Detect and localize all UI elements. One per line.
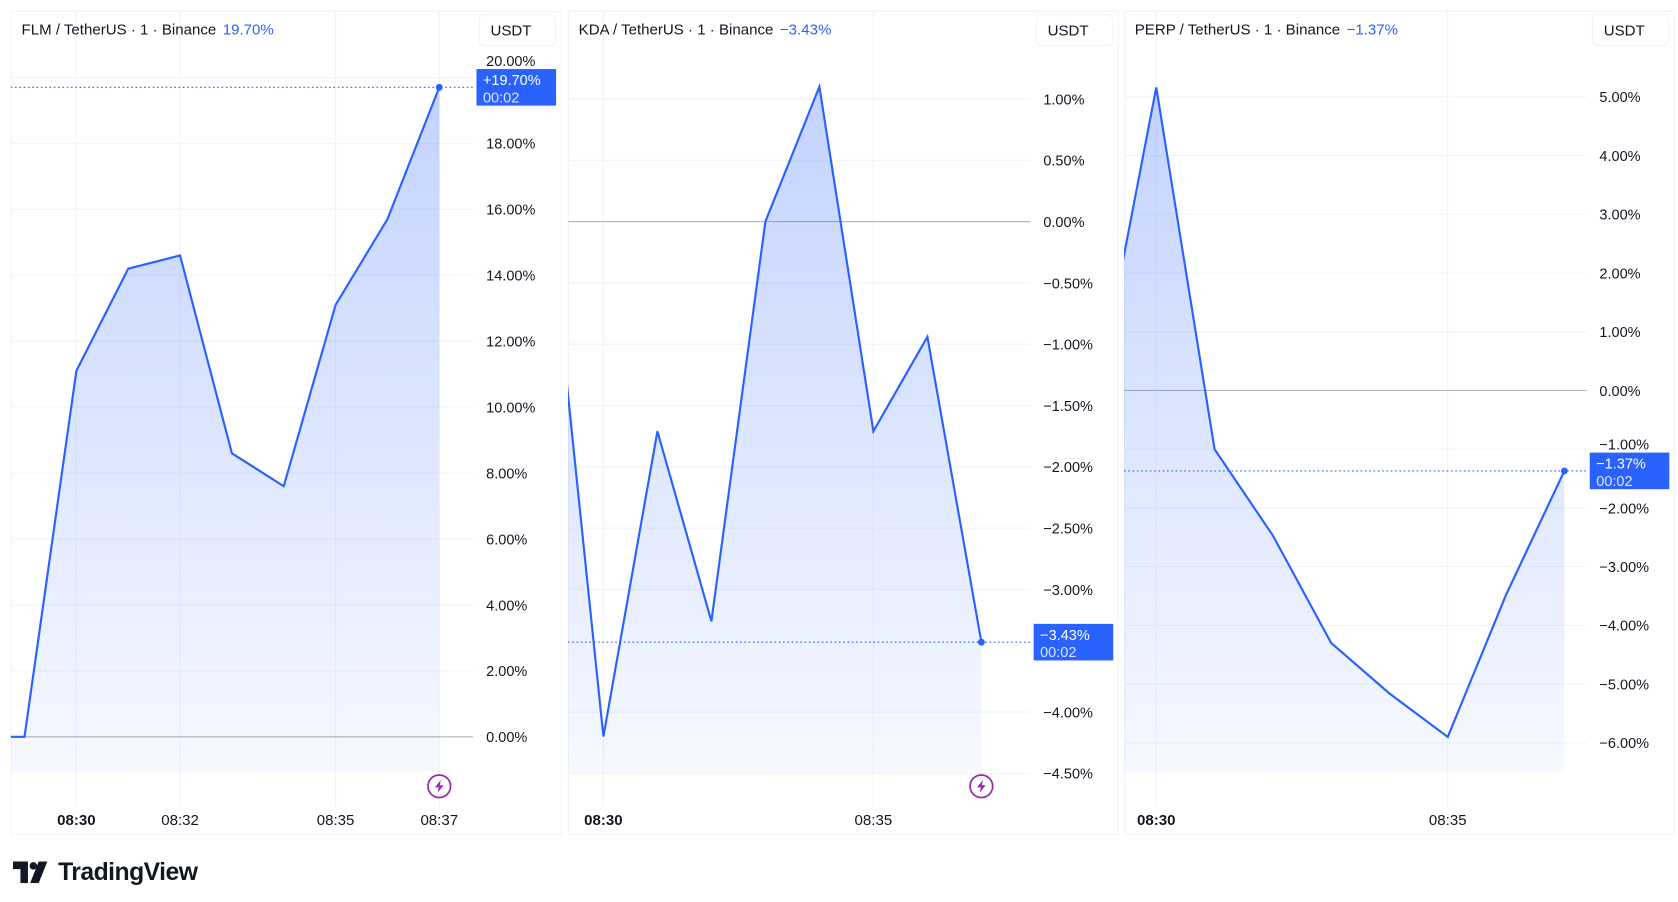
last-price-label: −3.43%00:02 xyxy=(1033,623,1114,661)
y-axis-label: −4.00% xyxy=(1043,705,1093,721)
y-axis-label: 0.00% xyxy=(1599,384,1640,400)
x-axis-label: 08:30 xyxy=(584,812,622,829)
countdown-timer: 00:02 xyxy=(483,90,519,106)
y-axis-label: 1.00% xyxy=(1599,325,1640,341)
symbol-title: PERP / TetherUS · 1 · Binance xyxy=(1134,20,1341,38)
tradingview-logo[interactable]: TradingView xyxy=(12,857,198,886)
last-price-value: +19.70% xyxy=(483,73,541,89)
last-price-label: +19.70%00:02 xyxy=(476,69,557,106)
tradingview-logo-icon xyxy=(12,861,48,883)
change-percent: −1.37% xyxy=(1346,20,1399,38)
currency-button[interactable]: USDT xyxy=(1591,13,1670,47)
y-axis-label: 0.00% xyxy=(486,730,527,746)
y-axis-label: 1.00% xyxy=(1043,92,1084,108)
y-axis-label: 5.00% xyxy=(1599,90,1640,106)
y-axis-label: −2.50% xyxy=(1043,521,1093,537)
y-axis-label: 4.00% xyxy=(1599,149,1640,165)
y-axis-label: −2.00% xyxy=(1599,501,1649,517)
countdown-timer: 00:02 xyxy=(1040,645,1076,661)
brand-name: TradingView xyxy=(58,857,198,886)
x-axis-label: 08:30 xyxy=(57,812,95,829)
y-axis-label: −6.00% xyxy=(1599,736,1649,752)
y-axis-label: −2.00% xyxy=(1043,460,1093,476)
x-axis-label: 08:35 xyxy=(855,812,893,829)
chart-canvas[interactable]: 1.00% 0.50% 0.00% −0.50% −1.00% −1.50% −2.00% −… xyxy=(567,10,1119,835)
change-percent: 19.70% xyxy=(222,20,274,38)
y-axis-label: 8.00% xyxy=(486,466,527,482)
series-line xyxy=(1124,87,1566,739)
y-axis-label: 20.00% xyxy=(486,54,535,70)
y-axis-label: 12.00% xyxy=(486,335,535,351)
x-axis-label: 08:35 xyxy=(1429,812,1467,829)
lightning-icon[interactable] xyxy=(427,774,452,799)
series-line xyxy=(567,82,983,737)
symbol-title: FLM / TetherUS · 1 · Binance xyxy=(21,20,217,38)
x-axis-label: 08:35 xyxy=(317,812,355,829)
y-axis-label: −4.50% xyxy=(1043,767,1093,783)
y-axis-label: 4.00% xyxy=(486,598,527,614)
y-axis-label: 2.00% xyxy=(1599,266,1640,282)
y-axis-label: −0.50% xyxy=(1043,276,1093,292)
y-axis-label: −5.00% xyxy=(1599,677,1649,693)
series-group xyxy=(567,82,983,773)
y-axis-label: −1.50% xyxy=(1043,399,1093,415)
y-axis-label: 10.00% xyxy=(486,400,535,416)
chart-panel-flm[interactable]: 20.00% 18.00% 16.00% 14.00% 12.00% 10.00% 8.00… xyxy=(10,10,562,835)
y-axis-label: 18.00% xyxy=(486,137,535,153)
last-price-label-bg xyxy=(1033,623,1114,661)
series-area xyxy=(1124,87,1565,773)
countdown-timer: 00:02 xyxy=(1596,474,1632,490)
last-price-value: −3.43% xyxy=(1040,628,1090,644)
chart-canvas[interactable]: 20.00% 18.00% 16.00% 14.00% 12.00% 10.00% 8.00… xyxy=(10,10,562,835)
lightning-glyph xyxy=(434,779,444,793)
y-axis-label: −3.00% xyxy=(1043,583,1093,599)
chart-panel-kda[interactable]: 1.00% 0.50% 0.00% −0.50% −1.00% −1.50% −2.00% −… xyxy=(567,10,1119,835)
y-axis-label: 0.00% xyxy=(1043,215,1084,231)
y-axis-label: 3.00% xyxy=(1599,208,1640,224)
chart-panel-perp[interactable]: 5.00% 4.00% 3.00% 2.00% 1.00% 0.00% −1.00% −2.0… xyxy=(1124,10,1675,835)
last-price-value: −1.37% xyxy=(1596,457,1646,473)
series-group xyxy=(1124,87,1566,773)
y-axis-label: −3.00% xyxy=(1599,560,1649,576)
last-price-label-bg xyxy=(1589,452,1670,490)
last-price-label: −1.37%00:02 xyxy=(1589,452,1670,490)
last-point-dot xyxy=(435,83,443,91)
y-axis-label: −4.00% xyxy=(1599,619,1649,635)
chart-header: FLM / TetherUS · 1 · Binance 19.70% xyxy=(22,20,274,37)
x-axis-label: 08:32 xyxy=(161,812,199,829)
y-axis-label: 6.00% xyxy=(486,532,527,548)
chart-header: KDA / TetherUS · 1 · Binance −3.43% xyxy=(579,20,832,37)
series-line xyxy=(10,86,441,738)
y-axis-label: 0.50% xyxy=(1043,154,1084,170)
series-group xyxy=(10,86,441,773)
chart-header: PERP / TetherUS · 1 · Binance −1.37% xyxy=(1135,20,1398,37)
y-axis-label: 14.00% xyxy=(486,269,535,285)
last-price-label-bg xyxy=(476,69,557,106)
symbol-title: KDA / TetherUS · 1 · Binance xyxy=(578,20,774,38)
currency-button[interactable]: USDT xyxy=(1035,13,1114,47)
last-point-dot xyxy=(1560,467,1568,475)
y-axis-label: −1.00% xyxy=(1043,338,1093,354)
lightning-icon[interactable] xyxy=(969,774,994,799)
series-area xyxy=(567,86,982,773)
last-point-dot xyxy=(977,638,985,646)
x-axis-label: 08:30 xyxy=(1137,812,1175,829)
x-axis-label: 08:37 xyxy=(420,812,458,829)
y-axis-label: 2.00% xyxy=(486,664,527,680)
chart-canvas[interactable]: 5.00% 4.00% 3.00% 2.00% 1.00% 0.00% −1.00% −2.0… xyxy=(1124,10,1675,835)
lightning-glyph xyxy=(977,779,986,793)
currency-button[interactable]: USDT xyxy=(478,13,557,47)
y-axis-label: 16.00% xyxy=(486,203,535,219)
y-axis-label: −1.00% xyxy=(1599,437,1649,453)
change-percent: −3.43% xyxy=(779,20,832,38)
